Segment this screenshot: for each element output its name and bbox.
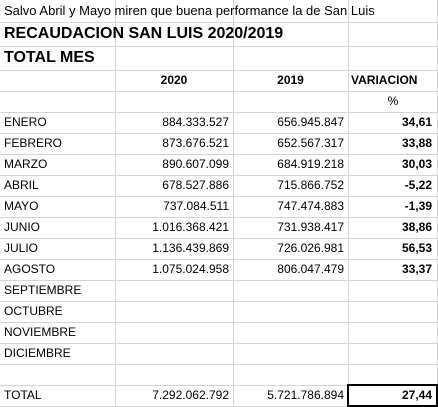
row-label: TOTAL	[4, 388, 42, 402]
cell-variacion: -1,39	[404, 199, 432, 213]
grid-line	[233, 0, 234, 407]
cell-2019: 726.026.981	[277, 241, 344, 255]
cell-2019: 684.919.218	[277, 157, 344, 171]
cell-2019: 747.474.883	[277, 199, 344, 213]
grid-line	[348, 0, 349, 407]
cell-2019: 715.866.752	[277, 178, 344, 192]
grid-line	[0, 322, 438, 323]
cell-variacion: 33,88	[401, 136, 432, 150]
cell-2019: 806.047.479	[277, 262, 344, 276]
note: Salvo Abril y Mayo miren que buena perfo…	[4, 3, 375, 18]
grid-line	[0, 343, 438, 344]
cell-variacion: 30,03	[401, 157, 432, 171]
grid-line	[0, 175, 438, 176]
grid-line	[0, 22, 438, 23]
cell-2019: 5.721.786.894	[267, 388, 344, 402]
cell-2020: 1.075.024.958	[152, 262, 229, 276]
cell-2020: 1.136.439.869	[152, 241, 229, 255]
cell-2019: 656.945.847	[277, 115, 344, 129]
grid-line	[0, 385, 438, 386]
grid-line	[0, 364, 438, 365]
cell-2019: 652.567.317	[277, 136, 344, 150]
cell-2020: 890.607.099	[162, 157, 229, 171]
grid-line	[0, 154, 438, 155]
title: RECAUDACION SAN LUIS 2020/2019	[4, 25, 284, 42]
column-header: 2019	[277, 73, 304, 87]
grid-line	[0, 196, 438, 197]
grid-line	[0, 301, 438, 302]
total-box	[347, 384, 438, 407]
row-label: DICIEMBRE	[4, 346, 71, 360]
row-label: OCTUBRE	[4, 304, 63, 318]
row-label: ENERO	[4, 115, 47, 129]
grid-line	[0, 112, 438, 113]
unit-label: %	[387, 94, 399, 108]
row-label: MAYO	[4, 199, 39, 213]
row-label: MARZO	[4, 157, 48, 171]
subtitle: TOTAL MES	[4, 49, 95, 66]
row-label: NOVIEMBRE	[4, 325, 77, 339]
grid-line	[115, 0, 116, 407]
cell-2020: 1.016.368.421	[152, 220, 229, 234]
cell-variacion: 33,37	[401, 262, 432, 276]
cell-variacion: 38,86	[401, 220, 432, 234]
grid-line	[0, 217, 438, 218]
cell-2019: 731.938.417	[277, 220, 344, 234]
grid-line	[0, 91, 438, 92]
cell-variacion: -5,22	[404, 178, 432, 192]
row-label: JUNIO	[4, 220, 40, 234]
grid-line	[0, 280, 438, 281]
cell-2020: 873.676.521	[162, 136, 229, 150]
column-header: 2020	[160, 73, 188, 87]
grid-line	[0, 238, 438, 239]
cell-variacion: 34,61	[401, 115, 432, 129]
grid-line	[0, 70, 438, 71]
row-label: FEBRERO	[4, 136, 63, 150]
cell-variacion: 56,53	[401, 241, 432, 255]
cell-variacion: 27,44	[401, 388, 432, 402]
row-label: AGOSTO	[4, 262, 56, 276]
column-header: VARIACION	[351, 73, 418, 87]
cell-2020: 884.333.527	[162, 115, 229, 129]
grid-line	[0, 259, 438, 260]
cell-2020: 678.527.886	[162, 178, 229, 192]
grid-line	[0, 133, 438, 134]
cell-2020: 7.292.062.792	[152, 388, 229, 402]
cell-2020: 737.084.511	[163, 199, 229, 213]
row-label: JULIO	[4, 241, 39, 255]
grid-line	[0, 46, 438, 47]
row-label: SEPTIEMBRE	[4, 283, 82, 297]
row-label: ABRIL	[4, 178, 39, 192]
